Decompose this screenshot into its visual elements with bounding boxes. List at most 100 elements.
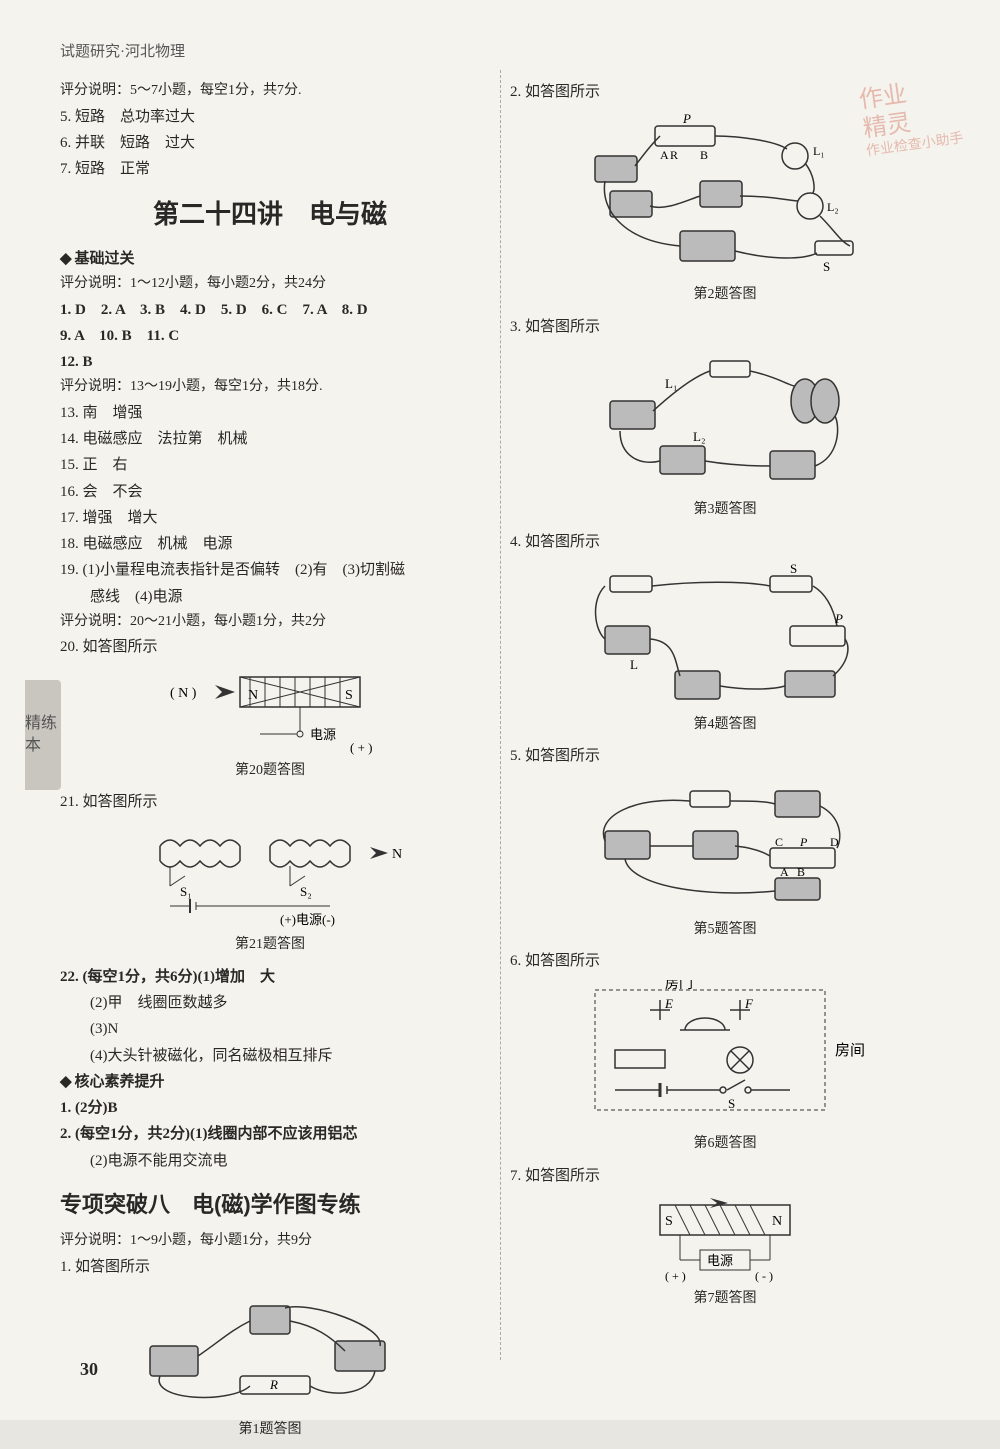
q22a: 22. (每空1分，共6分)(1)增加 大 bbox=[60, 964, 480, 990]
svg-text:房间: 房间 bbox=[835, 1042, 865, 1059]
fig6: 房门 bbox=[510, 980, 940, 1157]
p6: 6. 如答图所示 bbox=[510, 948, 940, 974]
fig4-caption: 第4题答图 bbox=[510, 713, 940, 738]
q21: 21. 如答图所示 bbox=[60, 789, 480, 815]
svg-text:E: E bbox=[664, 996, 673, 1011]
fig5-svg: C P D A B bbox=[575, 776, 875, 916]
svg-text:B: B bbox=[700, 148, 708, 162]
mc-row1: 1. D 2. A 3. B 4. D 5. D 6. C 7. A 8. D bbox=[60, 297, 480, 323]
q6: 6. 并联 短路 过大 bbox=[60, 130, 480, 156]
column-divider bbox=[500, 70, 501, 1360]
svg-text:S: S bbox=[345, 688, 353, 703]
svg-text:R: R bbox=[269, 1377, 278, 1392]
svg-text:N: N bbox=[392, 847, 402, 862]
fig20-caption: 第20题答图 bbox=[60, 759, 480, 784]
svg-text:F: F bbox=[744, 996, 754, 1011]
svg-text:( - ): ( - ) bbox=[755, 1269, 773, 1283]
svg-text:B: B bbox=[797, 865, 805, 879]
q18: 18. 电磁感应 机械 电源 bbox=[60, 531, 480, 557]
svg-text:( + ): ( + ) bbox=[665, 1269, 686, 1283]
basic-tag: 基础过关 bbox=[60, 246, 480, 272]
fig4: S L P 第4题答图 bbox=[510, 561, 940, 738]
q19b: 感线 (4)电源 bbox=[60, 584, 480, 610]
svg-text:(+)电源(-): (+)电源(-) bbox=[280, 912, 335, 927]
svg-text:P: P bbox=[834, 611, 843, 626]
q5: 5. 短路 总功率过大 bbox=[60, 104, 480, 130]
left-column: 评分说明：5～7小题，每空1分，共7分. 5. 短路 总功率过大 6. 并联 短… bbox=[60, 79, 480, 1449]
scoring-d: 评分说明：20～21小题，每小题1分，共2分 bbox=[60, 610, 480, 635]
fig21: N S₁ S₂ (+)电源(-) 第21题答图 bbox=[60, 821, 480, 958]
core2b: (2)电源不能用交流电 bbox=[60, 1148, 480, 1174]
right-column: 2. 如答图所示 bbox=[510, 79, 940, 1449]
q20: 20. 如答图所示 bbox=[60, 634, 480, 660]
svg-text:R: R bbox=[670, 148, 678, 162]
svg-text:A: A bbox=[660, 148, 669, 162]
fig21-caption: 第21题答图 bbox=[60, 933, 480, 958]
p3: 3. 如答图所示 bbox=[510, 314, 940, 340]
svg-text:( N ): ( N ) bbox=[170, 686, 197, 701]
fig7-svg: S N 电源 ( + ) ( - ) bbox=[610, 1195, 840, 1285]
fig1: R 第1题答图 bbox=[60, 1286, 480, 1443]
svg-text:L₁: L₁ bbox=[665, 376, 677, 391]
fig21-svg: N S₁ S₂ (+)电源(-) bbox=[130, 821, 410, 931]
p5: 5. 如答图所示 bbox=[510, 743, 940, 769]
watermark-line1: 作业 bbox=[857, 81, 908, 113]
core-tag: 核心素养提升 bbox=[60, 1069, 480, 1095]
fig3-svg: L₁ L₂ bbox=[575, 346, 875, 496]
svg-text:C: C bbox=[775, 835, 783, 849]
book-header: 试题研究·河北物理 bbox=[60, 40, 940, 61]
svg-text:P: P bbox=[682, 111, 691, 126]
svg-text:S₁: S₁ bbox=[180, 884, 192, 899]
fig6-svg: 房门 bbox=[565, 980, 885, 1130]
scoring-e: 评分说明：1～9小题，每小题1分，共9分 bbox=[60, 1229, 480, 1254]
fig7: S N 电源 ( + ) ( - ) 第7题答图 bbox=[510, 1195, 940, 1312]
p7: 7. 如答图所示 bbox=[510, 1163, 940, 1189]
svg-text:L₁: L₁ bbox=[813, 144, 825, 158]
svg-text:L₂: L₂ bbox=[693, 429, 705, 444]
fig20-svg: N S ( N ) 电源 ( + ) bbox=[140, 667, 400, 757]
q14: 14. 电磁感应 法拉第 机械 bbox=[60, 426, 480, 452]
fig5-caption: 第5题答图 bbox=[510, 918, 940, 943]
svg-text:电源: 电源 bbox=[310, 727, 336, 742]
svg-text:S: S bbox=[665, 1214, 673, 1229]
svg-text:S: S bbox=[790, 561, 797, 576]
svg-text:N: N bbox=[772, 1214, 782, 1229]
q7: 7. 短路 正常 bbox=[60, 156, 480, 182]
fig5: C P D A B 第5题答图 bbox=[510, 776, 940, 943]
p4: 4. 如答图所示 bbox=[510, 529, 940, 555]
fig2-caption: 第2题答图 bbox=[510, 283, 940, 308]
fig4-svg: S L P bbox=[575, 561, 875, 711]
scoring-b: 评分说明：1～12小题，每小题2分，共24分 bbox=[60, 272, 480, 297]
svg-text:( + ): ( + ) bbox=[350, 740, 373, 755]
q16: 16. 会 不会 bbox=[60, 479, 480, 505]
watermark: 作业 精灵 作业检查小助手 bbox=[857, 74, 964, 161]
side-tab: 精练本 bbox=[25, 680, 61, 790]
core2a: 2. (每空1分，共2分)(1)线圈内部不应该用铝芯 bbox=[60, 1121, 480, 1147]
fig20: N S ( N ) 电源 ( + ) 第20题答图 bbox=[60, 667, 480, 784]
fig3: L₁ L₂ 第3题答图 bbox=[510, 346, 940, 523]
project-title: 专项突破八 电(磁)学作图专练 bbox=[60, 1186, 480, 1225]
fig6-caption: 第6题答图 bbox=[510, 1132, 940, 1157]
page: 试题研究·河北物理 作业 精灵 作业检查小助手 精练本 评分说明：5～7小题，每… bbox=[0, 0, 1000, 1420]
watermark-line2: 精灵 bbox=[861, 110, 912, 142]
q15: 15. 正 右 bbox=[60, 452, 480, 478]
side-tab-text: 精练本 bbox=[25, 713, 61, 758]
q13: 13. 南 增强 bbox=[60, 400, 480, 426]
fig2-svg: P A R B L₁ L₂ S bbox=[565, 111, 885, 281]
fig1-caption: 第1题答图 bbox=[60, 1418, 480, 1443]
svg-text:L: L bbox=[630, 657, 638, 672]
fig1-svg: R bbox=[120, 1286, 420, 1416]
fig7-caption: 第7题答图 bbox=[510, 1287, 940, 1312]
scoring-c: 评分说明：13～19小题，每空1分，共18分. bbox=[60, 375, 480, 400]
svg-text:S₂: S₂ bbox=[300, 884, 312, 899]
svg-text:L₂: L₂ bbox=[827, 200, 839, 214]
svg-text:D: D bbox=[830, 835, 839, 849]
q22d: (4)大头针被磁化，同名磁极相互排斥 bbox=[60, 1043, 480, 1069]
chapter-title: 第二十四讲 电与磁 bbox=[60, 192, 480, 238]
q22b: (2)甲 线圈匝数越多 bbox=[60, 990, 480, 1016]
mc-row2: 9. A 10. B 11. C bbox=[60, 323, 480, 349]
core1: 1. (2分)B bbox=[60, 1095, 480, 1121]
svg-text:电源: 电源 bbox=[707, 1253, 733, 1268]
q22c: (3)N bbox=[60, 1016, 480, 1042]
svg-text:A: A bbox=[780, 865, 789, 879]
